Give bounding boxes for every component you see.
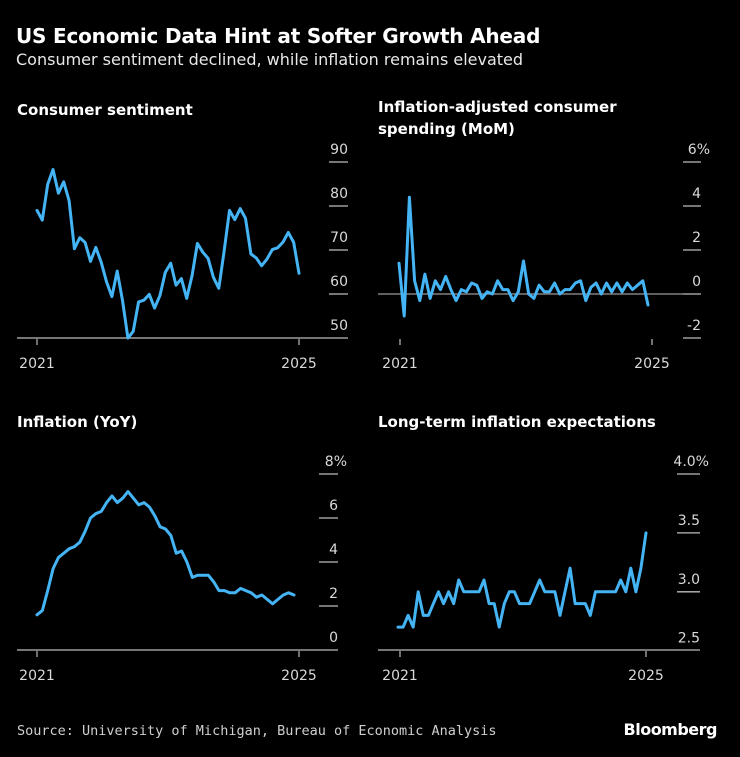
panel-4: 4.0% 3.5 3.0 2.5 2021 2025 [378, 454, 709, 684]
y-tick-label: 4.0% [673, 454, 709, 470]
y-tick-label: 2.5 [678, 631, 700, 647]
y-tick-label: 6 [329, 498, 338, 514]
series-line [397, 195, 650, 318]
y-tick-label: 2 [329, 586, 338, 602]
x-tick-label: 2025 [628, 668, 664, 684]
panel-title-consumer-sentiment: Consumer sentiment [17, 101, 193, 119]
panel-title-inflation: Inflation (YoY) [17, 413, 138, 431]
panel-2: 6% 4 2 0 -2 2021 2025 [378, 142, 710, 372]
y-tick-label: 70 [330, 230, 348, 246]
y-tick-label: 3.5 [678, 513, 700, 529]
y-tick-label: 0 [329, 630, 338, 646]
y-tick-label: 3.0 [678, 572, 700, 588]
source-note: Source: University of Michigan, Bureau o… [17, 723, 497, 739]
y-tick-label: 90 [330, 142, 348, 158]
y-tick-label: 4 [329, 542, 338, 558]
panel-3: 8% 6 4 2 0 2021 2025 [17, 454, 347, 684]
x-tick-label: 2021 [382, 668, 418, 684]
y-tick-label: 4 [692, 186, 701, 202]
chart-subtitle: Consumer sentiment declined, while infla… [16, 50, 524, 69]
series-line [35, 168, 301, 340]
y-tick-label: 60 [330, 274, 348, 290]
x-tick-label: 2021 [382, 356, 418, 372]
y-tick-label: 0 [692, 274, 701, 290]
chart-title: US Economic Data Hint at Softer Growth A… [16, 24, 541, 48]
panel-title-consumer-spending: Inflation-adjusted consumer spending (Mo… [378, 98, 617, 138]
y-tick-label: 2 [692, 230, 701, 246]
y-tick-label: 6% [688, 142, 710, 158]
x-tick-label: 2025 [634, 356, 670, 372]
y-tick-label: -2 [687, 318, 701, 334]
y-tick-label: 80 [330, 186, 348, 202]
bloomberg-logo: Bloomberg [623, 720, 718, 739]
x-tick-label: 2021 [19, 668, 55, 684]
y-tick-label: 8% [325, 454, 347, 470]
panel-1: 90 80 70 60 50 2021 2025 [17, 142, 348, 372]
x-tick-label: 2025 [281, 356, 317, 372]
series-line [396, 531, 648, 629]
panel-title-inflation-expectations: Long-term inflation expectations [378, 413, 656, 431]
y-tick-label: 50 [330, 318, 348, 334]
x-tick-label: 2025 [281, 668, 317, 684]
x-tick-label: 2021 [19, 356, 55, 372]
series-line [35, 490, 296, 617]
